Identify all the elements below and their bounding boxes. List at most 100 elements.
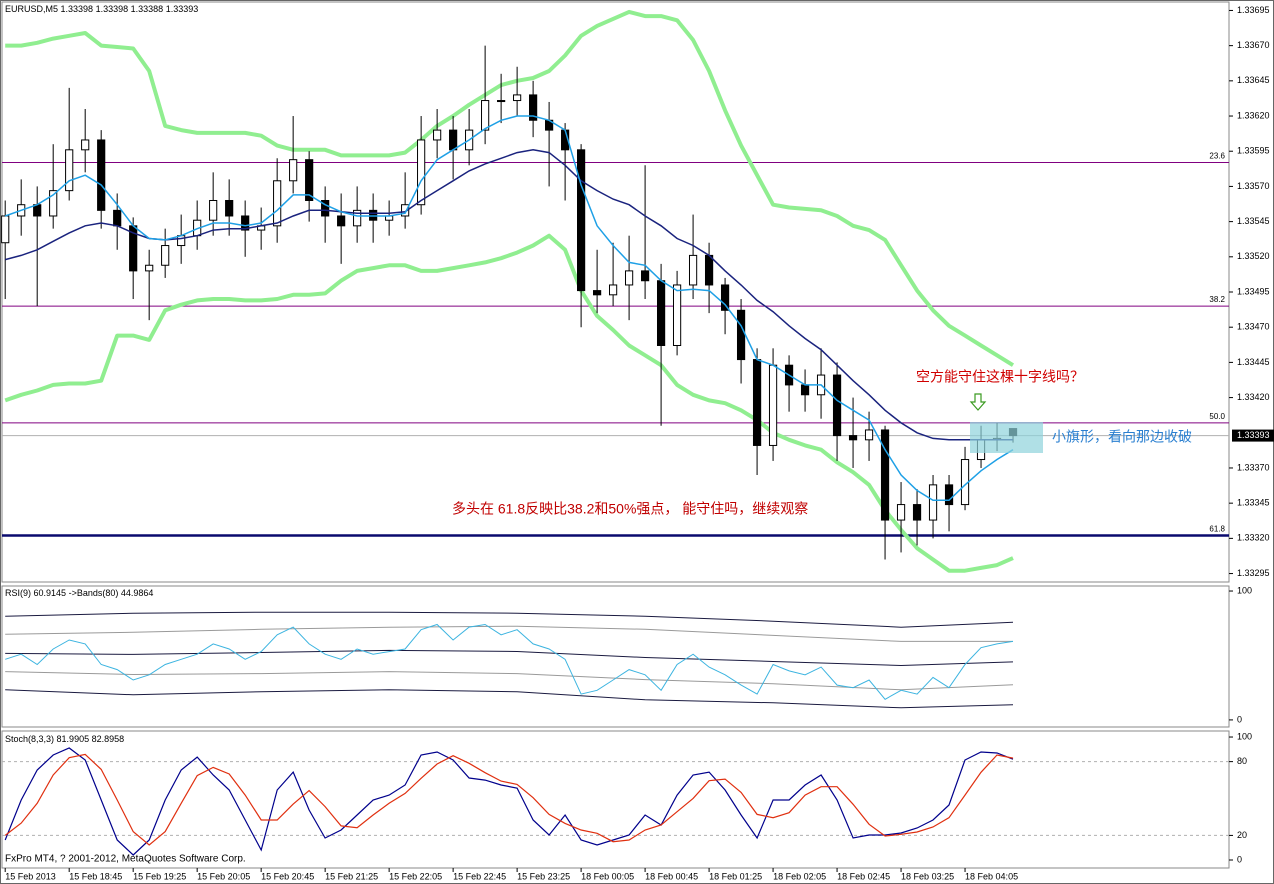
y-tick-label: 1.33595 [1237, 146, 1270, 156]
candle-body [161, 245, 170, 266]
candle-body [672, 284, 682, 346]
candle-body [593, 290, 602, 296]
candle-body [624, 270, 634, 286]
candle-body [177, 235, 186, 247]
flag-highlight [970, 422, 1043, 453]
symbol: EURUSD,M5 [5, 4, 58, 14]
annotation: 空方能守住这棵十字线吗？ [916, 369, 1084, 385]
x-tick-label: 15 Feb 22:05 [389, 871, 442, 881]
candle-body [401, 204, 410, 217]
band-line [5, 625, 1013, 642]
y-tick-label: 1.33295 [1237, 568, 1270, 578]
last-low: 1.33388 [131, 4, 164, 14]
y-tick-label: 1.33520 [1237, 251, 1270, 261]
main-title: EURUSD,M5 1.33398 1.33398 1.33388 1.3339… [5, 4, 198, 14]
candle-body [145, 264, 154, 272]
candle-body [449, 129, 458, 151]
moving-average [4, 115, 1014, 502]
x-tick-label: 15 Feb 22:45 [453, 871, 506, 881]
y-tick-label: 1.33470 [1237, 322, 1270, 332]
y-tick-label: 1.33670 [1237, 40, 1270, 50]
fib-label: 61.8 [1209, 525, 1225, 534]
candle-body [720, 284, 730, 311]
y-tick-label: 1.33495 [1237, 286, 1270, 296]
candle-body [65, 149, 74, 192]
band-line [5, 9, 1015, 367]
candle-body [912, 504, 922, 521]
candle-body [688, 254, 698, 286]
candle-body [337, 215, 346, 227]
band-line [5, 689, 1014, 709]
last-close: 1.33393 [166, 4, 199, 14]
fib-label: 23.6 [1209, 152, 1225, 161]
fib-label: 50.0 [1209, 412, 1225, 421]
candle-body [832, 374, 842, 437]
y-tick-label: 100 [1237, 585, 1252, 595]
y-tick-label: 1.33370 [1237, 462, 1270, 472]
candle-body [113, 209, 122, 227]
x-tick-label: 18 Feb 01:25 [709, 871, 762, 881]
candle-body [97, 139, 106, 211]
band-line [5, 611, 1014, 628]
candle-body [944, 484, 954, 506]
x-tick-label: 15 Feb 21:25 [325, 871, 378, 881]
annotation: 多头在 61.8反映比38.2和50%强点， 能守住吗，继续观察 [452, 501, 808, 517]
candle-body [241, 215, 250, 231]
bands-value: 44.9864 [121, 588, 154, 598]
copyright: FxPro MT4, ? 2001-2012, MetaQuotes Softw… [5, 854, 246, 865]
last-high: 1.33398 [96, 4, 129, 14]
candle-body [353, 209, 362, 227]
candle-body [321, 199, 330, 217]
rsi-name: RSI(9) [5, 588, 31, 598]
candle-body [736, 309, 746, 361]
candle-body [513, 94, 522, 102]
y-tick-label: 1.33345 [1237, 498, 1270, 508]
y-tick-label: 1.33320 [1237, 533, 1270, 543]
price-label: 1.33393 [1237, 430, 1270, 440]
y-tick-label: 1.33570 [1237, 181, 1270, 191]
annotation: 小旗形，看向那边收破 [1052, 429, 1192, 445]
candle-body [928, 484, 938, 521]
candle-body [800, 384, 810, 396]
price-box [1232, 429, 1274, 442]
stoch-title: Stoch(8,3,3) 81.9905 82.8958 [5, 734, 124, 744]
x-tick-label: 18 Feb 00:45 [645, 871, 698, 881]
candle-body [577, 149, 586, 292]
fib-label: 38.2 [1209, 295, 1225, 304]
x-tick-label: 15 Feb 20:05 [197, 871, 250, 881]
y-tick-label: 0 [1237, 714, 1242, 724]
last-open: 1.33398 [61, 4, 94, 14]
candle-body [656, 280, 666, 346]
down-arrow [969, 393, 987, 411]
rsi-value: 60.9145 [34, 588, 67, 598]
y-tick-label: 1.33545 [1237, 216, 1270, 226]
candle-body [609, 284, 618, 296]
y-tick-label: 1.33645 [1237, 75, 1270, 85]
rsi-title: RSI(9) 60.9145 ->Bands(80) 44.9864 [5, 588, 153, 598]
stoch-panel [1, 730, 1230, 869]
candle-body [417, 139, 426, 206]
candle-body [289, 159, 298, 182]
candle-body [704, 254, 714, 286]
y-tick-label: 0 [1237, 854, 1242, 864]
stoch-main-value: 81.9905 [57, 734, 90, 744]
candle-body [481, 100, 490, 131]
band-line [5, 671, 1014, 691]
candle-body [497, 100, 506, 103]
x-tick-label: 18 Feb 02:05 [773, 871, 826, 881]
x-tick-label: 18 Feb 04:05 [965, 871, 1018, 881]
candle-body [433, 129, 442, 141]
y-tick-label: 1.33445 [1237, 357, 1270, 367]
indicator-line [4, 747, 1014, 856]
stoch-signal-value: 82.8958 [92, 734, 125, 744]
candle-body [273, 180, 282, 227]
y-tick-label: 1.33620 [1237, 110, 1270, 120]
x-tick-label: 15 Feb 20:45 [261, 871, 314, 881]
candle-body [640, 270, 650, 282]
candle-body [752, 359, 762, 446]
candle-body [880, 429, 890, 521]
candle-body [225, 199, 234, 217]
y-tick-label: 1.33695 [1237, 5, 1270, 15]
